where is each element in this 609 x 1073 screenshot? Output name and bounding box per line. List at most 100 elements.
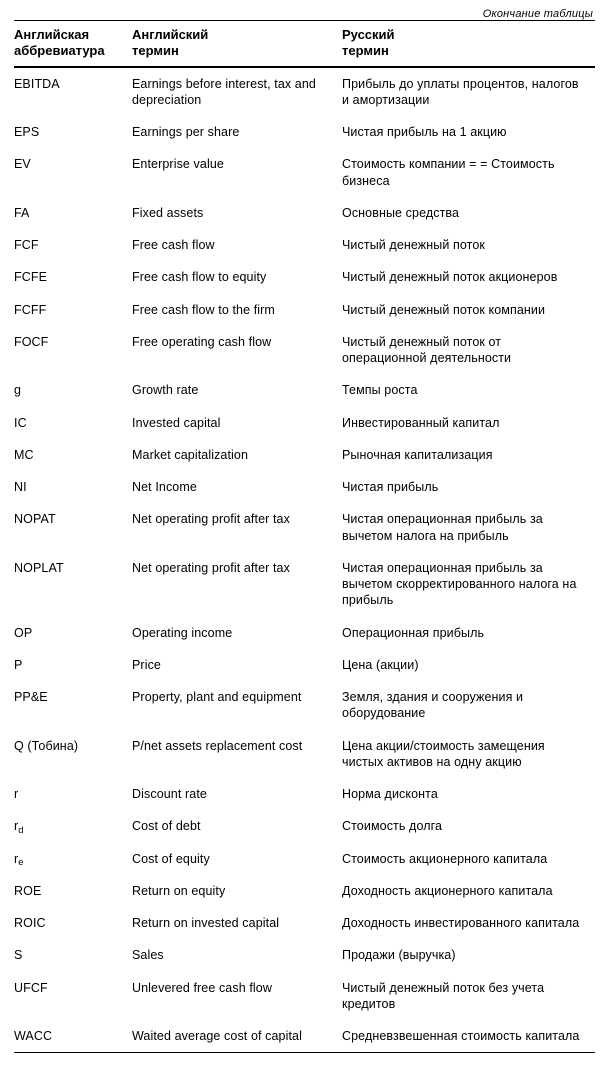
table-row: PPriceЦена (акции) [14,649,595,681]
cell-abbr: FA [14,197,132,229]
page: Окончание таблицы Английская аббревиатур… [0,0,609,1073]
cell-ru-term: Стоимость компании = = Стоимость бизнеса [342,148,595,197]
cell-abbr: rd [14,810,132,842]
cell-en-term: Free operating cash flow [132,326,342,375]
cell-abbr: P [14,649,132,681]
cell-abbr: EV [14,148,132,197]
cell-ru-term: Темпы роста [342,374,595,406]
cell-abbr: NOPAT [14,503,132,552]
col-header-abbr: Английская аббревиатура [14,21,132,67]
table-row: NOPLATNet operating profit after taxЧист… [14,552,595,617]
table-row: EPSEarnings per shareЧистая прибыль на 1… [14,116,595,148]
table-row: EVEnterprise valueСтоимость компании = =… [14,148,595,197]
cell-abbr: FOCF [14,326,132,375]
table-row: ICInvested capitalИнвестированный капита… [14,407,595,439]
cell-abbr: IC [14,407,132,439]
cell-en-term: Invested capital [132,407,342,439]
cell-en-term: Earnings per share [132,116,342,148]
cell-en-term: Cost of equity [132,843,342,875]
cell-abbr: FCFE [14,261,132,293]
col-header-en-line1: Английский [132,27,208,42]
cell-abbr: NOPLAT [14,552,132,617]
cell-ru-term: Средневзвешенная стоимость капитала [342,1020,595,1053]
cell-ru-term: Продажи (выручка) [342,939,595,971]
cell-abbr: FCFF [14,294,132,326]
cell-ru-term: Чистый денежный поток без учета кредитов [342,972,595,1021]
cell-ru-term: Стоимость акционерного капитала [342,843,595,875]
cell-en-term: Return on invested capital [132,907,342,939]
cell-en-term: Operating income [132,617,342,649]
cell-ru-term: Чистый денежный поток компании [342,294,595,326]
cell-ru-term: Доходность акционерного капитала [342,875,595,907]
table-row: MCMarket capitalizationРыночная капитали… [14,439,595,471]
cell-abbr: PP&E [14,681,132,730]
cell-ru-term: Цена акции/стоимость замещения чистых ак… [342,730,595,779]
table-row: FCFEFree cash flow to equityЧистый денеж… [14,261,595,293]
table-row: ROICReturn on invested capitalДоходность… [14,907,595,939]
table-row: EBITDAEarnings before interest, tax and … [14,67,595,117]
cell-en-term: Waited average cost of capital [132,1020,342,1053]
table-body: EBITDAEarnings before interest, tax and … [14,67,595,1053]
col-header-ru-line2: термин [342,43,389,58]
cell-ru-term: Доходность инвестированного капитала [342,907,595,939]
cell-en-term: Fixed assets [132,197,342,229]
cell-abbr: Q (Тобина) [14,730,132,779]
cell-en-term: Cost of debt [132,810,342,842]
glossary-table: Английская аббревиатура Английский терми… [14,20,595,1053]
cell-en-term: Free cash flow to the firm [132,294,342,326]
cell-en-term: Price [132,649,342,681]
cell-en-term: Net operating profit after tax [132,552,342,617]
cell-ru-term: Чистый денежный поток [342,229,595,261]
table-header: Английская аббревиатура Английский терми… [14,21,595,67]
cell-en-term: Earnings before interest, tax and deprec… [132,67,342,117]
table-row: FAFixed assetsОсновные средства [14,197,595,229]
table-caption: Окончание таблицы [14,8,595,20]
cell-en-term: Growth rate [132,374,342,406]
cell-en-term: Market capitalization [132,439,342,471]
cell-ru-term: Чистая прибыль [342,471,595,503]
cell-abbr: S [14,939,132,971]
table-row: NOPATNet operating profit after taxЧиста… [14,503,595,552]
cell-ru-term: Цена (акции) [342,649,595,681]
cell-ru-term: Чистый денежный поток акционеров [342,261,595,293]
table-row: OPOperating incomeОперационная прибыль [14,617,595,649]
cell-en-term: Free cash flow [132,229,342,261]
cell-ru-term: Чистый денежный поток от операционной де… [342,326,595,375]
cell-en-term: Enterprise value [132,148,342,197]
cell-ru-term: Инвестированный капитал [342,407,595,439]
cell-en-term: Net operating profit after tax [132,503,342,552]
table-row: rdCost of debtСтоимость долга [14,810,595,842]
cell-abbr: re [14,843,132,875]
cell-ru-term: Земля, здания и сооружения и оборудовани… [342,681,595,730]
cell-en-term: Property, plant and equipment [132,681,342,730]
cell-en-term: Discount rate [132,778,342,810]
table-row: reCost of equityСтоимость акционерного к… [14,843,595,875]
col-header-en-line2: термин [132,43,179,58]
cell-ru-term: Основные средства [342,197,595,229]
cell-ru-term: Прибыль до уплаты процентов, налогов и а… [342,67,595,117]
cell-en-term: Free cash flow to equity [132,261,342,293]
cell-ru-term: Стоимость долга [342,810,595,842]
table-row: FCFFree cash flowЧистый денежный поток [14,229,595,261]
table-row: NINet IncomeЧистая прибыль [14,471,595,503]
col-header-abbr-line1: Английская [14,27,89,42]
col-header-ru-line1: Русский [342,27,395,42]
table-row: PP&EProperty, plant and equipmentЗемля, … [14,681,595,730]
cell-ru-term: Операционная прибыль [342,617,595,649]
table-row: UFCFUnlevered free cash flowЧистый денеж… [14,972,595,1021]
col-header-ru: Русский термин [342,21,595,67]
cell-en-term: Unlevered free cash flow [132,972,342,1021]
table-row: FCFFFree cash flow to the firmЧистый ден… [14,294,595,326]
cell-en-term: Net Income [132,471,342,503]
table-row: FOCFFree operating cash flowЧистый денеж… [14,326,595,375]
cell-ru-term: Норма дисконта [342,778,595,810]
table-row: WACCWaited average cost of capitalСредне… [14,1020,595,1053]
col-header-en: Английский термин [132,21,342,67]
cell-abbr: EPS [14,116,132,148]
cell-abbr: ROIC [14,907,132,939]
cell-abbr: OP [14,617,132,649]
cell-abbr: UFCF [14,972,132,1021]
cell-ru-term: Чистая операционная прибыль за вычетом с… [342,552,595,617]
cell-ru-term: Чистая операционная прибыль за вычетом н… [342,503,595,552]
cell-abbr: g [14,374,132,406]
